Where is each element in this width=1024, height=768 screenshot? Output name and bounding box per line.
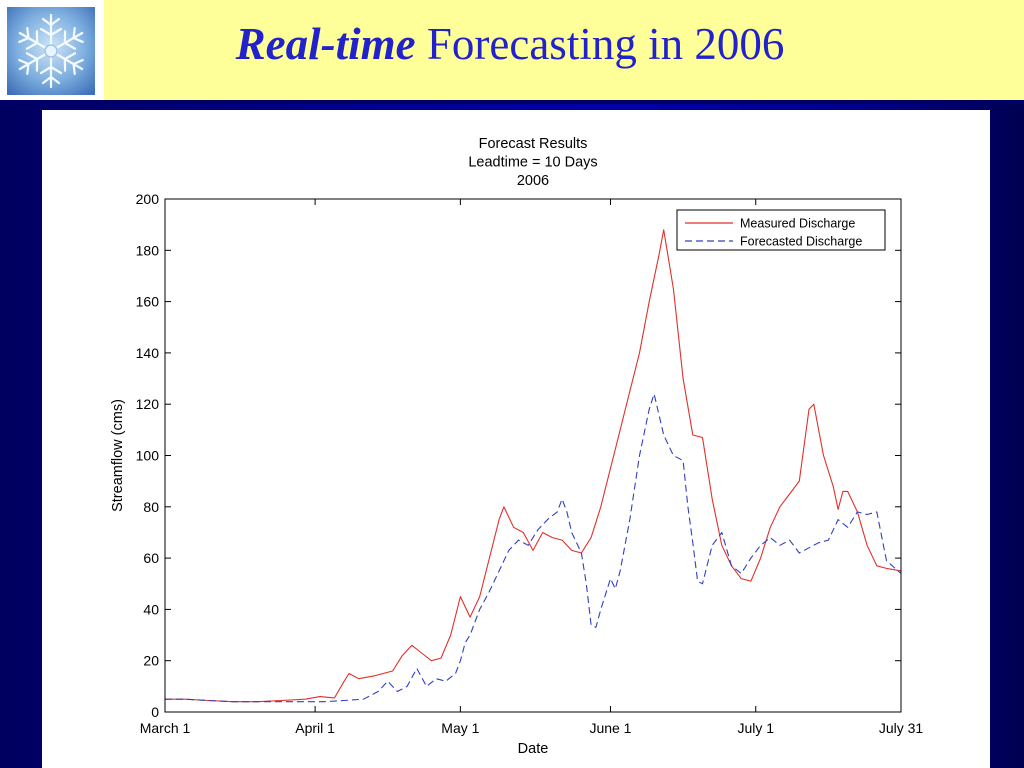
legend-forecasted-label: Forecasted Discharge: [740, 235, 862, 249]
forecast-chart: Forecast Results Leadtime = 10 Days 2006 0…: [110, 136, 924, 757]
x-axis-label: Date: [518, 741, 549, 757]
y-tick-label: 0: [151, 704, 159, 720]
x-tick-label: April 1: [295, 720, 335, 736]
chart-title-line: Leadtime = 10 Days: [468, 155, 597, 171]
x-tick-label: July 1: [737, 720, 774, 736]
y-tick-label: 140: [136, 345, 160, 361]
y-tick-label: 180: [136, 242, 160, 258]
y-tick-label: 160: [136, 294, 160, 310]
slide-title-emphasis: Real-time: [235, 19, 416, 69]
y-tick-label: 80: [143, 499, 159, 515]
y-tick-label: 200: [136, 191, 160, 207]
chart-title-line: Forecast Results: [479, 136, 588, 152]
y-tick-label: 60: [143, 550, 159, 566]
legend-measured-label: Measured Discharge: [740, 217, 855, 231]
y-tick-label: 20: [143, 653, 159, 669]
slide-title-rest: Forecasting in 2006: [415, 19, 785, 69]
header-divider: [0, 100, 1024, 104]
y-tick-label: 40: [143, 601, 159, 617]
y-axis-label: Streamflow (cms): [110, 399, 126, 512]
forecasted-discharge-line: [165, 393, 902, 703]
slide-header: Real-time Forecasting in 2006: [0, 0, 1024, 104]
plot-frame: [164, 198, 902, 713]
x-tick-label: July 31: [879, 720, 924, 736]
measured-discharge-line: [165, 229, 902, 703]
legend-box: [676, 209, 886, 251]
logo-frame: [0, 0, 104, 102]
x-tick-label: June 1: [589, 720, 631, 736]
snowflake-icon: [7, 7, 95, 95]
x-tick-label: March 1: [140, 720, 191, 736]
y-tick-label: 100: [136, 448, 160, 464]
x-tick-label: May 1: [441, 720, 479, 736]
chart-panel: Forecast Results Leadtime = 10 Days 2006 0…: [42, 110, 990, 768]
slide-title: Real-time Forecasting in 2006: [110, 18, 910, 70]
chart-title-line: 2006: [517, 173, 549, 189]
y-tick-label: 120: [136, 396, 160, 412]
